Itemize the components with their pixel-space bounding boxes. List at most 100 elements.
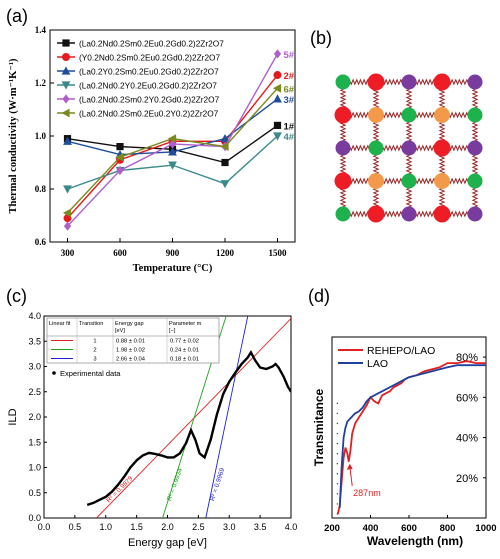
table-header: [eV] xyxy=(115,328,125,334)
atom-green xyxy=(335,206,351,222)
table-transition: 1 xyxy=(93,339,96,345)
legend-marker xyxy=(61,81,71,90)
legend-marker xyxy=(62,94,70,104)
x-axis-label-c: Energy gap [eV] xyxy=(128,537,207,549)
series-line-1 xyxy=(336,360,486,515)
legend-marker-c xyxy=(52,371,56,375)
data-point xyxy=(220,142,229,151)
y-tick-label-d: 60% xyxy=(456,392,478,404)
edge-dot xyxy=(336,463,339,465)
y-tick-label-c: 0.5 xyxy=(28,488,41,498)
data-point xyxy=(167,134,177,144)
data-point xyxy=(63,136,72,145)
x-tick-label-a: 1200 xyxy=(216,248,235,258)
y-tick-label-a: 1.0 xyxy=(35,131,47,141)
atom-red xyxy=(433,205,451,223)
series-end-label: 1# xyxy=(284,121,295,132)
series-6: 6# xyxy=(62,83,295,218)
y-tick-label-a: 1.4 xyxy=(35,25,47,35)
data-point xyxy=(63,221,72,231)
atom-purple xyxy=(467,74,483,90)
x-tick-label-c: 0.0 xyxy=(38,522,51,532)
series-end-label: 4# xyxy=(284,132,295,143)
y-axis-label-a: Thermal conductivity (W·m⁻¹K⁻¹) xyxy=(8,58,19,214)
legend-entry: (La0.2Nd0.2Sm0.2Y0.2Gd0.2)2Zr2O7 xyxy=(79,95,220,105)
edge-dot xyxy=(336,493,339,495)
y-tick-label-c: 3.0 xyxy=(28,362,41,372)
legend-entry-c: Experimental data xyxy=(60,369,121,378)
y-tick-label-c: 4.0 xyxy=(28,311,41,321)
legend-marker xyxy=(62,39,70,47)
atom-orange xyxy=(434,107,450,123)
annotation-label: 287nm xyxy=(353,488,381,498)
x-tick-label-c: 4.0 xyxy=(285,522,298,532)
table-gap: 1.98 ± 0.02 xyxy=(116,348,145,354)
atom-green xyxy=(467,173,483,189)
series-5: 5# xyxy=(63,49,295,231)
y-axis-label-d: Transmitance xyxy=(312,388,326,466)
table-header: Linear fit xyxy=(49,321,71,327)
x-tick-label-c: 2.5 xyxy=(192,522,205,532)
y-tick-label-d: 80% xyxy=(456,352,478,364)
x-tick-label-c: 3.0 xyxy=(223,522,236,532)
annotation-arrowhead xyxy=(346,463,353,470)
x-tick-label-d: 400 xyxy=(363,523,379,534)
series-end-label: 2# xyxy=(284,71,295,82)
atom-red xyxy=(334,172,352,190)
legend-entry: (La0.2Nd0.2Sm0.2Eu0.2Y0.2)2Zr2O7 xyxy=(79,109,219,119)
atom-red xyxy=(433,73,451,91)
panel-label-b: (b) xyxy=(310,28,332,48)
data-point xyxy=(273,94,282,103)
x-tick-label-a: 300 xyxy=(61,248,75,258)
atom-orange xyxy=(368,173,384,189)
data-point xyxy=(273,121,282,129)
y-tick-label-c: 1.5 xyxy=(28,437,41,447)
table-m: 0.77 ± 0.02 xyxy=(170,339,199,345)
atom-green xyxy=(368,140,384,156)
legend-entry: (Y0.2Nd0.2Sm0.2Eu0.2Gd0.2)2Zr2O7 xyxy=(79,53,221,63)
x-tick-label-c: 2.0 xyxy=(161,522,174,532)
edge-dot xyxy=(336,422,339,425)
y-tick-label-c: 0.0 xyxy=(28,513,41,523)
atom-purple xyxy=(401,206,417,222)
x-tick-label-d: 200 xyxy=(324,523,340,534)
experimental-data-line xyxy=(86,350,291,507)
y-tick-label-d: 20% xyxy=(456,473,478,485)
atom-purple xyxy=(467,206,483,222)
data-point xyxy=(62,208,72,218)
atom-red xyxy=(367,73,385,91)
table-header: Energy gap xyxy=(115,321,144,327)
atom-purple xyxy=(401,140,417,156)
table-transition: 3 xyxy=(93,357,96,363)
edge-dot xyxy=(336,452,339,455)
legend-entry: (La0.2Nd0.2Y0.2Eu0.2Gd0.2)2Zr2O7 xyxy=(79,81,217,91)
table-header: [−] xyxy=(169,328,176,334)
x-tick-label-a: 1500 xyxy=(269,248,288,258)
data-point xyxy=(115,152,124,162)
data-point xyxy=(273,132,282,141)
plot-area-d xyxy=(336,360,486,515)
table-gap: 2.66 ± 0.04 xyxy=(116,357,146,363)
edge-dot xyxy=(336,402,339,405)
panel-label-d: (d) xyxy=(308,286,330,306)
fit-table: Linear fit Transition Energy gap[eV] Parame… xyxy=(46,317,220,364)
atom-green xyxy=(467,107,483,123)
atom-green xyxy=(335,74,351,90)
atom-orange xyxy=(434,173,450,189)
panel-a: (a) 300 600 900 1200 1500 0.6 0.8 1.0 1.2 1.4 Tempe… xyxy=(6,6,296,274)
legend-entry-d: LAO xyxy=(367,358,388,370)
edge-dot xyxy=(336,473,339,475)
edge-dot xyxy=(336,432,339,435)
data-point xyxy=(220,180,230,189)
fit-line-3 xyxy=(205,316,249,518)
atom-purple xyxy=(335,140,351,156)
x-tick-label-a: 600 xyxy=(113,248,127,258)
data-point xyxy=(221,158,229,167)
atom-red xyxy=(334,106,352,124)
atom-orange xyxy=(368,107,384,123)
legend-entry: (La0.2Nd0.2Sm0.2Eu0.2Gd0.2)2Zr2O7 xyxy=(79,39,224,49)
x-tick-label-a: 900 xyxy=(166,248,180,258)
x-axis-label-a: Temperature (°C) xyxy=(133,263,213,274)
data-point xyxy=(116,165,124,176)
x-tick-label-c: 3.5 xyxy=(254,522,267,532)
